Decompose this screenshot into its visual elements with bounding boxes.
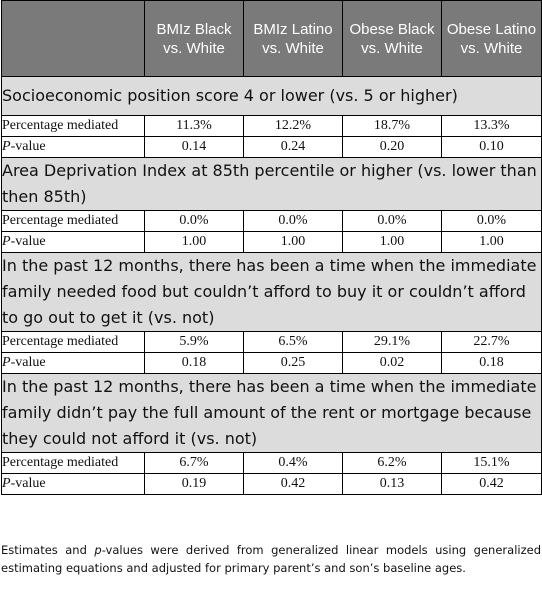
- cell-value: 0.02: [342, 352, 442, 374]
- cell-value: 0.18: [144, 352, 244, 374]
- cell-value: 1.00: [441, 231, 542, 253]
- cell-value: 0.0%: [342, 210, 442, 232]
- row-label: Percentage mediated: [1, 210, 145, 232]
- table-row: Percentage mediated 0.0% 0.0% 0.0% 0.0%: [1, 210, 542, 232]
- row-label: Percentage mediated: [1, 115, 145, 137]
- header-row: BMIz Black vs. White BMIz Latino vs. Whi…: [1, 0, 542, 77]
- mediation-table: BMIz Black vs. White BMIz Latino vs. Whi…: [1, 0, 542, 495]
- cell-value: 11.3%: [144, 115, 244, 137]
- table-row: P-value 0.19 0.42 0.13 0.42: [1, 473, 542, 495]
- cell-value: 18.7%: [342, 115, 442, 137]
- footnote-part1: Estimates and: [1, 543, 95, 557]
- cell-value: 0.13: [342, 473, 442, 495]
- section-title: Area Deprivation Index at 85th percentil…: [1, 157, 542, 211]
- cell-value: 1.00: [342, 231, 442, 253]
- cell-value: 6.7%: [144, 452, 244, 474]
- row-label-text: Percentage mediated: [2, 213, 119, 228]
- cell-value: 15.1%: [441, 452, 542, 474]
- cell-value: 0.25: [243, 352, 343, 374]
- footnote-part2: -values were derived from generalized li…: [1, 543, 541, 575]
- row-label: P-value: [1, 473, 145, 495]
- header-obese-black: Obese Black vs. White: [342, 0, 442, 77]
- row-label-text: -value: [10, 355, 46, 370]
- cell-value: 0.42: [243, 473, 343, 495]
- cell-value: 0.10: [441, 136, 542, 158]
- footnote-italic: p: [94, 543, 102, 557]
- row-label-text: -value: [10, 234, 46, 249]
- section-row: Area Deprivation Index at 85th percentil…: [1, 157, 542, 211]
- table-row: P-value 0.18 0.25 0.02 0.18: [1, 352, 542, 374]
- row-label-text: Percentage mediated: [2, 455, 119, 470]
- header-cell-blank: [1, 0, 145, 77]
- cell-value: 0.20: [342, 136, 442, 158]
- cell-value: 0.0%: [144, 210, 244, 232]
- section-title: Socioeconomic position score 4 or lower …: [1, 76, 542, 116]
- cell-value: 1.00: [243, 231, 343, 253]
- table-row: Percentage mediated 6.7% 0.4% 6.2% 15.1%: [1, 452, 542, 474]
- row-label: Percentage mediated: [1, 331, 145, 353]
- section-row: In the past 12 months, there has been a …: [1, 252, 542, 332]
- section-row: Socioeconomic position score 4 or lower …: [1, 76, 542, 116]
- table-row: P-value 1.00 1.00 1.00 1.00: [1, 231, 542, 253]
- header-obese-latino: Obese Latino vs. White: [441, 0, 542, 77]
- table-row: P-value 0.14 0.24 0.20 0.10: [1, 136, 542, 158]
- header-bmiz-latino: BMIz Latino vs. White: [243, 0, 343, 77]
- cell-value: 29.1%: [342, 331, 442, 353]
- row-label: P-value: [1, 352, 145, 374]
- row-label-italic: P: [2, 476, 11, 491]
- table-footnote: Estimates and p-values were derived from…: [1, 541, 541, 577]
- cell-value: 0.0%: [441, 210, 542, 232]
- table-row: Percentage mediated 11.3% 12.2% 18.7% 13…: [1, 115, 542, 137]
- row-label: P-value: [1, 231, 145, 253]
- cell-value: 12.2%: [243, 115, 343, 137]
- cell-value: 0.19: [144, 473, 244, 495]
- cell-value: 6.5%: [243, 331, 343, 353]
- row-label-italic: P: [2, 355, 11, 370]
- cell-value: 0.0%: [243, 210, 343, 232]
- cell-value: 13.3%: [441, 115, 542, 137]
- row-label-italic: P: [2, 234, 11, 249]
- cell-value: 0.24: [243, 136, 343, 158]
- cell-value: 0.18: [441, 352, 542, 374]
- table-container: BMIz Black vs. White BMIz Latino vs. Whi…: [1, 0, 542, 495]
- cell-value: 1.00: [144, 231, 244, 253]
- cell-value: 6.2%: [342, 452, 442, 474]
- cell-value: 0.4%: [243, 452, 343, 474]
- row-label-text: -value: [10, 476, 46, 491]
- cell-value: 5.9%: [144, 331, 244, 353]
- row-label-italic: P: [2, 139, 11, 154]
- header-bmiz-black: BMIz Black vs. White: [144, 0, 244, 77]
- cell-value: 0.42: [441, 473, 542, 495]
- row-label-text: Percentage mediated: [2, 334, 119, 349]
- row-label-text: Percentage mediated: [2, 118, 119, 133]
- row-label: Percentage mediated: [1, 452, 145, 474]
- cell-value: 22.7%: [441, 331, 542, 353]
- section-title: In the past 12 months, there has been a …: [1, 373, 542, 453]
- section-row: In the past 12 months, there has been a …: [1, 373, 542, 453]
- row-label: P-value: [1, 136, 145, 158]
- row-label-text: -value: [10, 139, 46, 154]
- cell-value: 0.14: [144, 136, 244, 158]
- table-row: Percentage mediated 5.9% 6.5% 29.1% 22.7…: [1, 331, 542, 353]
- section-title: In the past 12 months, there has been a …: [1, 252, 542, 332]
